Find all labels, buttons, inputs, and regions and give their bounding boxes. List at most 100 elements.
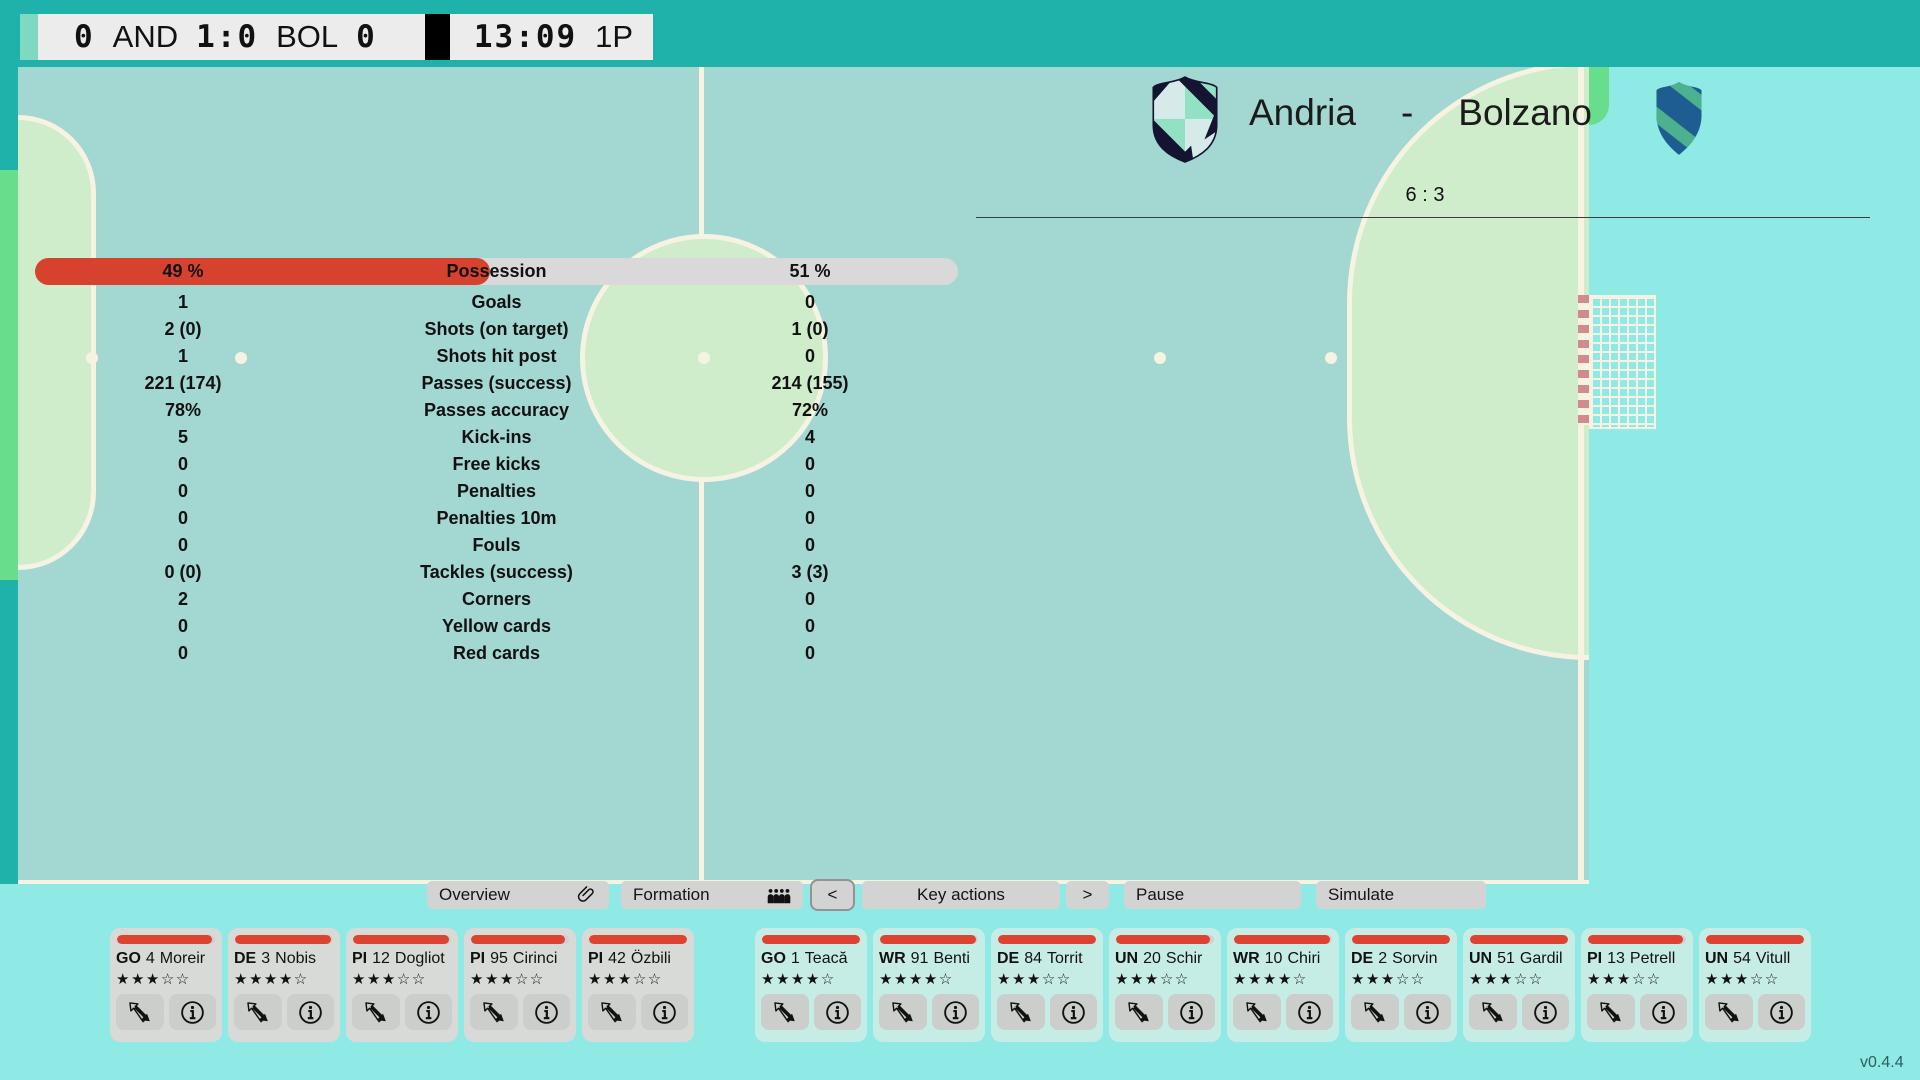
swap-player-button[interactable] [997,994,1045,1030]
player-card[interactable]: UN 20 Schir ★★★☆☆ [1109,928,1221,1042]
player-name-line: UN 20 Schir [1115,949,1215,969]
player-card-actions [1115,994,1215,1030]
player-info-button[interactable] [640,994,688,1030]
player-info-button[interactable] [1403,994,1451,1030]
player-card[interactable]: UN 54 Vitull ★★★☆☆ [1699,928,1811,1042]
player-position: PI [588,950,604,967]
swap-player-button[interactable] [1233,994,1281,1030]
swap-player-button[interactable] [470,994,518,1030]
player-info-button[interactable] [1757,994,1805,1030]
swap-player-button[interactable] [234,994,282,1030]
player-card[interactable]: PI 13 Petrell ★★★☆☆ [1581,928,1693,1042]
player-card-actions [1351,994,1451,1030]
player-card[interactable]: WR 10 Chiri ★★★★☆ [1227,928,1339,1042]
overview-button[interactable]: Overview [427,881,609,909]
fitness-bar [1588,935,1686,944]
stat-label: Fouls [472,535,521,555]
swap-player-button[interactable] [352,994,400,1030]
scoreboard-panel: 0 AND 1:0 BOL 0 13:09 1P [38,14,654,60]
player-name-line: WR 91 Benti [879,949,979,969]
swap-player-button[interactable] [1469,994,1517,1030]
swap-player-button[interactable] [879,994,927,1030]
player-card[interactable]: GO 4 Moreir ★★★☆☆ [110,928,222,1042]
stat-away-value: 214 (155) [771,373,849,393]
player-card-actions [588,994,688,1030]
pause-label: Pause [1136,885,1185,904]
swap-player-button[interactable] [761,994,809,1030]
fitness-bar-fill [117,935,213,944]
possession-bar: 49 % Possession 51 % [35,258,958,285]
player-card[interactable]: DE 2 Sorvin ★★★☆☆ [1345,928,1457,1042]
swap-arrows-icon [247,1001,269,1022]
player-card-actions [1705,994,1805,1030]
player-number: 2 [1378,950,1388,967]
pause-button[interactable]: Pause [1124,881,1301,909]
player-card[interactable]: PI 42 Özbili ★★★☆☆ [582,928,694,1042]
home-team-name: Andria [1249,92,1356,133]
swap-player-button[interactable] [1351,994,1399,1030]
player-info-button[interactable] [522,994,570,1030]
player-info-button[interactable] [404,994,452,1030]
player-info-button[interactable] [931,994,979,1030]
player-name: Schir [1165,950,1203,967]
stat-label: Yellow cards [441,616,552,636]
stat-home-value: 0 [177,535,188,555]
player-card[interactable]: UN 51 Gardil ★★★☆☆ [1463,928,1575,1042]
swap-player-button[interactable] [1587,994,1635,1030]
prev-key-action-button[interactable]: < [810,879,855,911]
player-rating-stars: ★★★☆☆ [1351,971,1426,988]
player-card[interactable]: DE 84 Torrit ★★★☆☆ [991,928,1103,1042]
player-card[interactable]: PI 12 Dogliot ★★★☆☆ [346,928,458,1042]
stat-away-value: 72% [791,400,829,420]
match-period: 1P [595,19,634,54]
player-position: DE [234,950,257,967]
player-info-button[interactable] [1049,994,1097,1030]
player-name: Sorvin [1392,950,1438,967]
version-label: v0.4.4 [1860,1054,1904,1071]
away-abbr: BOL [276,19,339,54]
next-key-action-button[interactable]: > [1066,881,1109,909]
fitness-bar-fill [762,935,860,944]
swap-player-button[interactable] [1705,994,1753,1030]
fitness-bar [1706,935,1804,944]
player-info-button[interactable] [1167,994,1215,1030]
player-info-button[interactable] [1639,994,1687,1030]
fitness-bar [1352,935,1450,944]
player-card[interactable]: GO 1 Teacă ★★★★☆ [755,928,867,1042]
player-name: Dogliot [394,950,445,967]
swap-player-button[interactable] [1115,994,1163,1030]
fitness-bar [235,935,333,944]
player-name-line: GO 4 Moreir [116,949,216,969]
player-info-button[interactable] [1285,994,1333,1030]
home-extra-count: 0 [74,19,95,55]
player-info-button[interactable] [168,994,216,1030]
left-penalty-area [18,193,96,487]
stat-home-value: 5 [177,427,188,447]
swap-player-button[interactable] [588,994,636,1030]
player-info-button[interactable] [1521,994,1569,1030]
player-card[interactable]: PI 95 Cirinci ★★★☆☆ [464,928,576,1042]
player-card[interactable]: DE 3 Nobis ★★★★☆ [228,928,340,1042]
stat-away-value: 0 [804,481,815,501]
player-info-button[interactable] [813,994,861,1030]
stat-home-value: 1 [177,346,188,366]
left-penalty-spot [86,352,98,364]
score-digits: 1:0 [196,19,259,55]
simulate-button[interactable]: Simulate [1316,881,1486,909]
player-info-button[interactable] [286,994,334,1030]
swap-arrows-icon [1128,1001,1150,1022]
player-rating-stars: ★★★☆☆ [1705,971,1780,988]
formation-button[interactable]: Formation [621,881,803,909]
player-rating-stars: ★★★☆☆ [588,971,663,988]
stat-home-value: 0 [177,454,188,474]
swap-player-button[interactable] [116,994,164,1030]
player-card[interactable]: WR 91 Benti ★★★★☆ [873,928,985,1042]
info-circle-icon [652,1000,676,1024]
player-name-line: DE 84 Torrit [997,949,1097,969]
away-extra-count: 0 [356,19,377,55]
player-name: Teacă [804,950,848,967]
stat-label: Corners [461,589,532,609]
stat-away-value: 1 (0) [791,319,829,339]
player-card-actions [116,994,216,1030]
swap-arrows-icon [601,1001,623,1022]
